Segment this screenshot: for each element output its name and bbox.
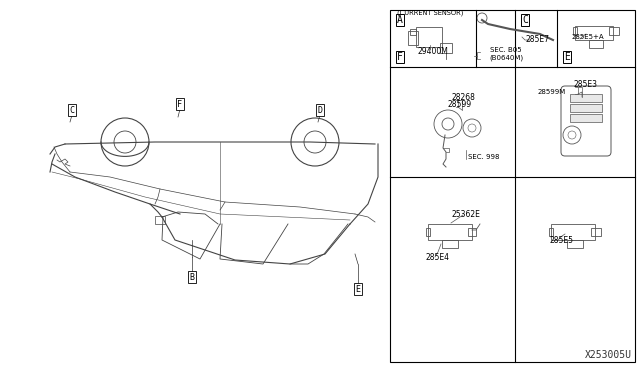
Bar xyxy=(416,27,442,47)
Text: D: D xyxy=(317,106,323,115)
Bar xyxy=(589,40,603,48)
Bar xyxy=(551,224,595,240)
Text: X253005U: X253005U xyxy=(585,350,632,360)
Text: C: C xyxy=(522,15,528,25)
Bar xyxy=(570,114,602,122)
Text: E: E xyxy=(564,52,570,62)
Text: F: F xyxy=(397,52,403,62)
Bar xyxy=(468,228,476,236)
Bar xyxy=(591,228,601,236)
Text: E: E xyxy=(355,285,360,294)
Text: C: C xyxy=(70,106,74,115)
Bar xyxy=(426,228,430,236)
Text: 285E3: 285E3 xyxy=(574,80,598,89)
Text: 25362E: 25362E xyxy=(452,209,481,218)
Text: 28268: 28268 xyxy=(451,93,475,102)
Bar xyxy=(570,94,602,102)
Text: 285E7: 285E7 xyxy=(525,35,549,44)
Bar xyxy=(609,27,619,35)
Text: A: A xyxy=(397,15,403,25)
Bar xyxy=(428,224,472,240)
Text: SEC. 998: SEC. 998 xyxy=(468,154,499,160)
Bar xyxy=(442,240,458,248)
Bar xyxy=(440,43,452,53)
Text: (B0640M): (B0640M) xyxy=(489,54,523,61)
Text: SEC. B05: SEC. B05 xyxy=(490,47,522,53)
Bar xyxy=(570,104,602,112)
Text: 285E5+A: 285E5+A xyxy=(572,34,605,40)
Text: 29400M: 29400M xyxy=(417,47,449,56)
Bar xyxy=(410,29,416,35)
Bar xyxy=(575,26,613,40)
Bar xyxy=(573,27,577,35)
Bar xyxy=(155,216,165,224)
Text: 28599: 28599 xyxy=(448,100,472,109)
Bar xyxy=(390,10,635,362)
Bar xyxy=(567,240,583,248)
Text: B: B xyxy=(189,273,195,282)
Text: F: F xyxy=(177,99,182,109)
Bar xyxy=(408,31,418,45)
Text: 285E4: 285E4 xyxy=(425,253,449,262)
Bar xyxy=(549,228,553,236)
Text: 28599M: 28599M xyxy=(538,89,566,95)
Text: 285E5: 285E5 xyxy=(549,235,573,244)
Text: (CURRENT SENSOR): (CURRENT SENSOR) xyxy=(397,9,463,16)
